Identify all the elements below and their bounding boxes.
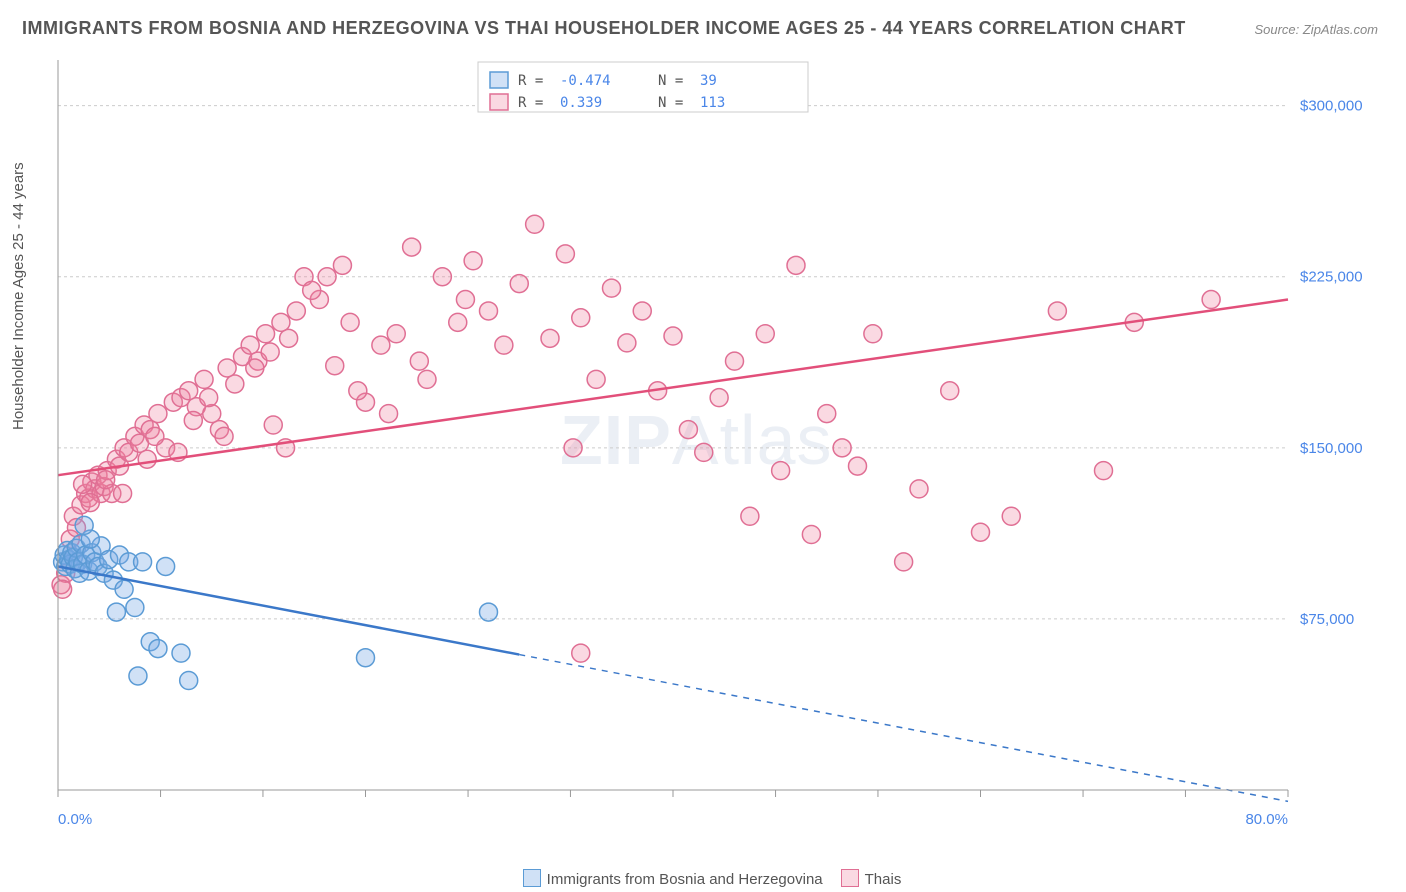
svg-text:N =: N = bbox=[658, 95, 683, 111]
trend-layer bbox=[58, 300, 1288, 802]
source-attribution: Source: ZipAtlas.com bbox=[1254, 22, 1378, 37]
svg-text:$300,000: $300,000 bbox=[1300, 98, 1363, 115]
svg-text:$75,000: $75,000 bbox=[1300, 611, 1354, 628]
svg-text:39: 39 bbox=[700, 73, 717, 89]
svg-text:$225,000: $225,000 bbox=[1300, 269, 1363, 286]
svg-text:-0.474: -0.474 bbox=[560, 73, 611, 89]
y-axis-label: Householder Income Ages 25 - 44 years bbox=[10, 162, 27, 430]
scatter-chart: $75,000 $150,000 $225,000 $300,000 0.0% 80.0… bbox=[48, 50, 1378, 830]
svg-text:113: 113 bbox=[700, 95, 725, 111]
axis-layer: 0.0% 80.0% bbox=[58, 60, 1288, 828]
svg-text:80.0%: 80.0% bbox=[1245, 811, 1288, 828]
legend-label: Immigrants from Bosnia and Herzegovina bbox=[547, 871, 823, 888]
svg-text:N =: N = bbox=[658, 73, 683, 89]
svg-text:0.339: 0.339 bbox=[560, 95, 602, 111]
stat-legend: R = -0.474 N = 39 R = 0.339 N = 113 bbox=[478, 62, 808, 112]
svg-text:0.0%: 0.0% bbox=[58, 811, 92, 828]
bottom-legend: Immigrants from Bosnia and Herzegovina Th… bbox=[0, 869, 1406, 888]
svg-text:R =: R = bbox=[518, 95, 543, 111]
svg-text:R =: R = bbox=[518, 73, 543, 89]
page-title: IMMIGRANTS FROM BOSNIA AND HERZEGOVINA V… bbox=[22, 18, 1186, 39]
legend-label: Thais bbox=[865, 871, 902, 888]
legend-swatch bbox=[523, 869, 541, 887]
svg-text:$150,000: $150,000 bbox=[1300, 440, 1363, 457]
legend-swatch bbox=[841, 869, 859, 887]
series-layer bbox=[52, 215, 1220, 689]
